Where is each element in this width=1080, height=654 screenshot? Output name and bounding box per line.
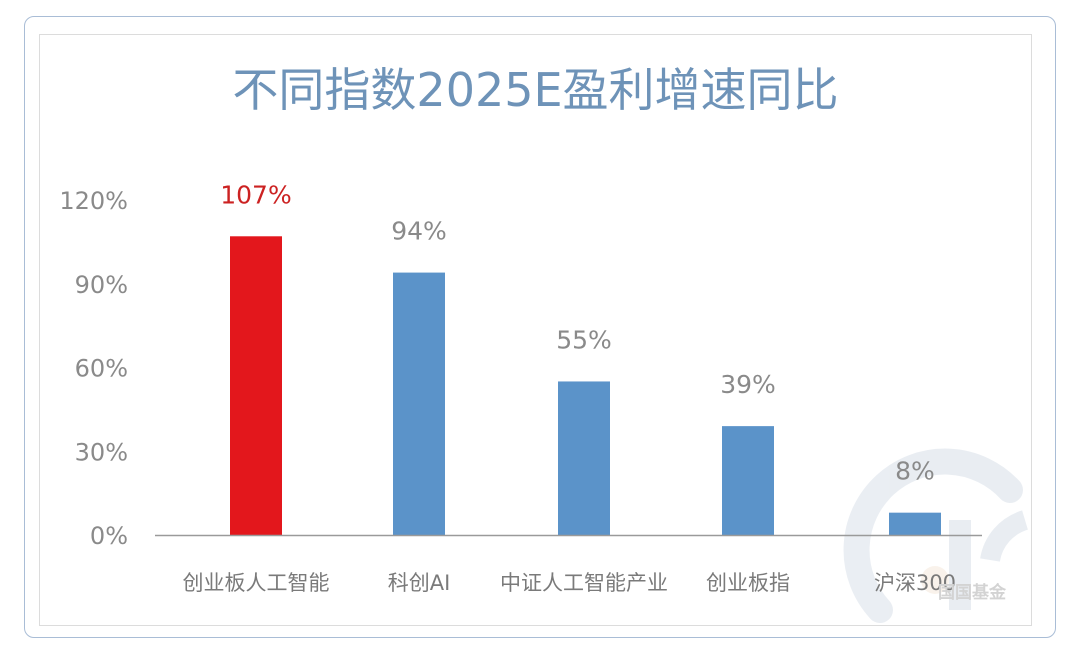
y-tick-label: 0% xyxy=(90,522,128,550)
data-label: 39% xyxy=(720,370,776,399)
bar xyxy=(889,512,941,535)
category-labels: 创业板人工智能 科创AI 中证人工智能产业 创业板指 沪深300 xyxy=(183,571,957,595)
bar xyxy=(722,426,774,535)
data-label: 8% xyxy=(895,457,935,486)
category-label: 中证人工智能产业 xyxy=(500,571,668,595)
chart-title: 不同指数2025E盈利增速同比 xyxy=(232,63,839,117)
bar-series xyxy=(230,236,941,535)
category-label: 创业板人工智能 xyxy=(183,571,330,595)
category-label: 创业板指 xyxy=(706,571,790,595)
data-label: 94% xyxy=(391,217,447,246)
data-labels: 107% 94% 55% 39% 8% xyxy=(220,180,935,485)
bar xyxy=(558,381,610,535)
bar xyxy=(393,272,445,535)
y-tick-label: 90% xyxy=(75,271,128,299)
category-label: 科创AI xyxy=(388,571,451,595)
watermark-text: 国国基金 xyxy=(938,583,1006,603)
data-label: 107% xyxy=(220,180,291,209)
y-tick-label: 60% xyxy=(75,355,128,383)
y-tick-label: 30% xyxy=(75,438,128,466)
bar xyxy=(230,236,282,535)
y-tick-label: 120% xyxy=(59,187,128,215)
data-label: 55% xyxy=(556,325,612,354)
category-label: 沪深300 xyxy=(874,571,956,595)
y-axis-ticks: 0% 30% 60% 90% 120% xyxy=(59,187,128,550)
chart-frame xyxy=(39,34,1032,626)
